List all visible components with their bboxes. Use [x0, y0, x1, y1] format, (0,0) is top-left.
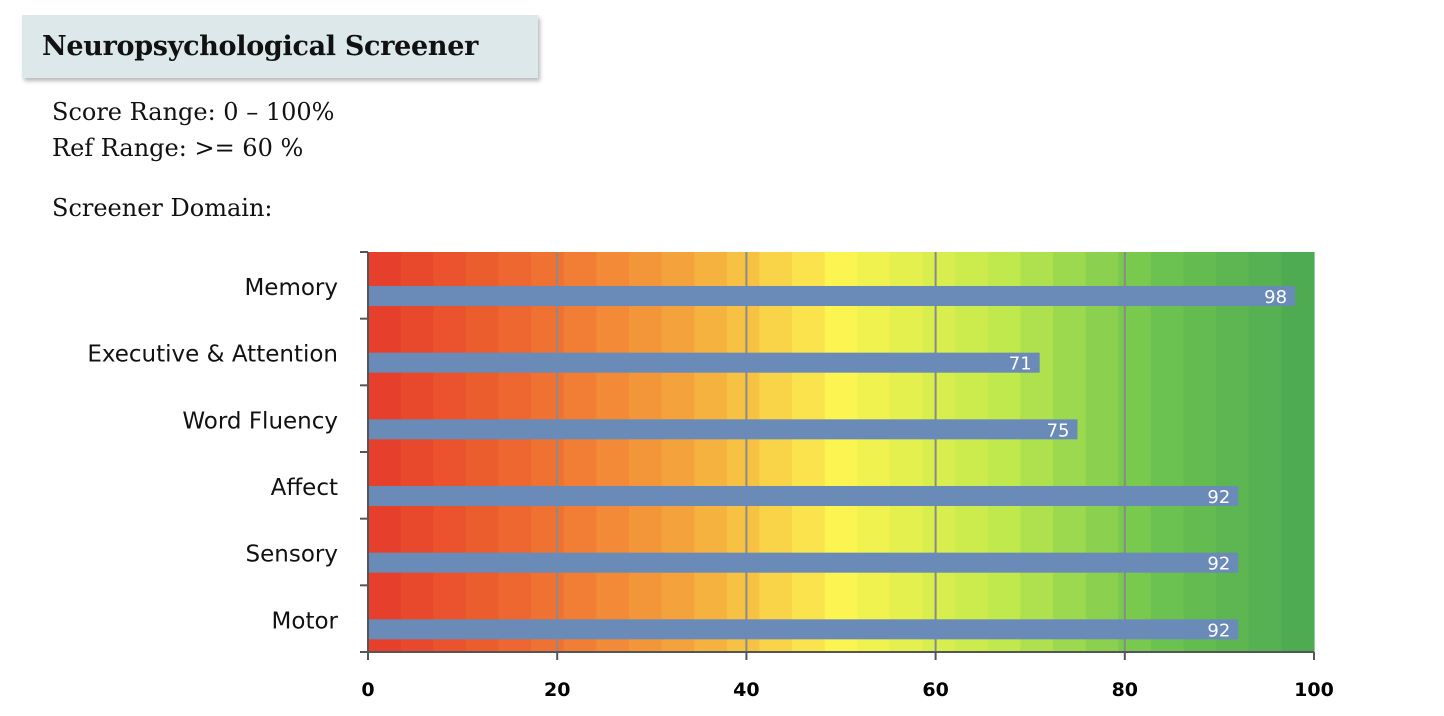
chart-gridlines: [556, 252, 1126, 652]
x-tick-label: 40: [733, 679, 759, 701]
x-tick-label: 80: [1112, 679, 1138, 701]
bar: [368, 419, 1078, 440]
background-band: [1248, 252, 1282, 652]
background-band: [465, 252, 500, 652]
background-band: [531, 252, 565, 652]
background-band: [759, 252, 793, 652]
data-label: 92: [1207, 554, 1230, 575]
background-band: [1150, 252, 1185, 652]
data-label: 92: [1207, 487, 1230, 508]
category-label: Memory: [244, 275, 338, 301]
screener-domain-label: Screener Domain:: [52, 194, 273, 222]
background-band: [857, 252, 891, 652]
background-band: [368, 252, 402, 652]
background-band: [922, 252, 956, 652]
data-label: 98: [1264, 287, 1287, 308]
category-label: Sensory: [246, 542, 338, 568]
background-band: [1085, 252, 1119, 652]
data-label: 71: [1009, 354, 1032, 375]
x-tick-label: 20: [544, 679, 570, 701]
background-band: [1183, 252, 1217, 652]
category-label: Motor: [272, 608, 339, 634]
chart-axes: [360, 251, 1315, 660]
background-band: [1118, 252, 1152, 652]
x-tick-label: 60: [922, 679, 948, 701]
background-band: [726, 252, 761, 652]
data-label: 75: [1047, 420, 1070, 441]
background-band: [661, 252, 695, 652]
chart-bars: [368, 286, 1296, 640]
category-label: Word Fluency: [182, 408, 338, 434]
chart-background: [368, 252, 1315, 652]
ref-range-text: Ref Range: >= 60 %: [52, 134, 304, 162]
background-band: [596, 252, 630, 652]
background-band: [400, 252, 434, 652]
page-title: Neuropsychological Screener: [42, 31, 479, 62]
bar: [368, 552, 1239, 573]
title-box: Neuropsychological Screener: [22, 15, 538, 78]
category-label: Affect: [271, 475, 338, 501]
background-band: [1020, 252, 1054, 652]
background-band: [433, 252, 467, 652]
background-band: [1216, 252, 1250, 652]
x-tick-label: 100: [1294, 679, 1334, 701]
bar: [368, 286, 1296, 306]
x-tick-label: 0: [361, 679, 374, 701]
background-band: [563, 252, 597, 652]
background-band: [792, 252, 826, 652]
background-band: [987, 252, 1022, 652]
background-band: [889, 252, 924, 652]
data-label: 92: [1207, 620, 1230, 641]
category-label: Executive & Attention: [87, 342, 338, 368]
chart-labels: 98 Memory 71 Executive & Attention 75 Word Fl…: [87, 275, 1334, 701]
background-band: [1281, 252, 1315, 652]
background-band: [694, 252, 728, 652]
score-range-text: Score Range: 0 – 100%: [52, 98, 335, 126]
bar: [368, 352, 1040, 373]
bar: [368, 486, 1239, 506]
background-band: [1053, 252, 1087, 652]
bar: [368, 619, 1239, 640]
background-band: [498, 252, 532, 652]
background-band: [628, 252, 663, 652]
background-band: [955, 252, 989, 652]
background-band: [824, 252, 858, 652]
